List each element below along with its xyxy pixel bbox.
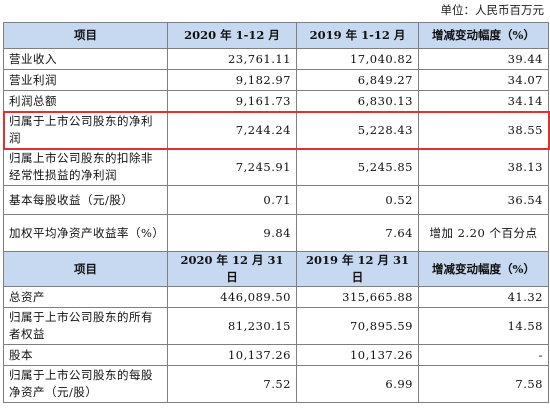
column-header-item: 项目 xyxy=(3,251,168,287)
row-label: 基本每股收益（元/股） xyxy=(3,185,168,215)
row-label: 加权平均净资产收益率（%） xyxy=(3,214,168,252)
value-2019: 6,849.27 xyxy=(296,69,419,91)
row-label: 归属上市公司股东的扣除非经常性损益的净利润 xyxy=(3,148,168,186)
financial-table: 项目 2020 年 1-12 月 2019 年 1-12 月 增减变动幅度（%）… xyxy=(3,22,549,403)
row-label: 利润总额 xyxy=(3,90,168,112)
column-header-2019: 2019 年 12 月 31 日 xyxy=(296,251,419,287)
value-2019: 5,245.85 xyxy=(296,148,419,186)
value-2019: 70,895.59 xyxy=(296,307,419,345)
table-row: 股本 10,137.26 10,137.26 - xyxy=(3,344,549,366)
value-2020: 7.52 xyxy=(167,365,297,403)
row-label: 归属于上市公司股东的净利润 xyxy=(3,111,168,149)
value-2020: 9.84 xyxy=(167,214,297,252)
table-row: 加权平均净资产收益率（%） 9.84 7.64 增加 2.20 个百分点 xyxy=(3,214,549,252)
column-header-item: 项目 xyxy=(3,22,168,49)
unit-label: 单位：人民币百万元 xyxy=(440,3,545,17)
value-change: 14.58 xyxy=(418,307,549,345)
value-2019: 10,137.26 xyxy=(296,344,419,366)
value-2019: 0.52 xyxy=(296,185,419,215)
value-change: - xyxy=(418,344,549,366)
table-row: 归属上市公司股东的扣除非经常性损益的净利润 7,245.91 5,245.85 … xyxy=(3,148,549,186)
table-row-highlighted: 归属于上市公司股东的净利润 7,244.24 5,228.43 38.55 xyxy=(3,111,549,149)
table-header-row: 项目 2020 年 1-12 月 2019 年 1-12 月 增减变动幅度（%） xyxy=(3,22,549,49)
value-change: 增加 2.20 个百分点 xyxy=(418,214,549,252)
column-header-change: 增减变动幅度（%） xyxy=(418,22,549,49)
column-header-change: 增减变动幅度（%） xyxy=(418,251,549,287)
value-2020: 9,182.97 xyxy=(167,69,297,91)
row-label: 归属于上市公司股东的每股净资产（元/股） xyxy=(3,365,168,403)
value-change: 34.14 xyxy=(418,90,549,112)
table-row: 营业收入 23,761.11 17,040.82 39.44 xyxy=(3,48,549,70)
table-row: 归属于上市公司股东的每股净资产（元/股） 7.52 6.99 7.58 xyxy=(3,365,549,403)
value-2020: 7,245.91 xyxy=(167,148,297,186)
table-row: 基本每股收益（元/股） 0.71 0.52 36.54 xyxy=(3,185,549,215)
value-2020: 9,161.73 xyxy=(167,90,297,112)
table-row: 营业利润 9,182.97 6,849.27 34.07 xyxy=(3,69,549,91)
value-change: 41.32 xyxy=(418,286,549,308)
value-change: 34.07 xyxy=(418,69,549,91)
value-2019: 6,830.13 xyxy=(296,90,419,112)
value-2019: 17,040.82 xyxy=(296,48,419,70)
table-row: 归属于上市公司股东的所有者权益 81,230.15 70,895.59 14.5… xyxy=(3,307,549,345)
row-label: 总资产 xyxy=(3,286,168,308)
value-2020: 10,137.26 xyxy=(167,344,297,366)
value-2020: 81,230.15 xyxy=(167,307,297,345)
value-2019: 5,228.43 xyxy=(296,111,419,149)
table-row: 总资产 446,089.50 315,665.88 41.32 xyxy=(3,286,549,308)
value-2020: 23,761.11 xyxy=(167,48,297,70)
column-header-2019: 2019 年 1-12 月 xyxy=(296,22,419,49)
value-2020: 446,089.50 xyxy=(167,286,297,308)
column-header-2020: 2020 年 1-12 月 xyxy=(167,22,297,49)
column-header-2020: 2020 年 12 月 31 日 xyxy=(167,251,297,287)
value-2020: 7,244.24 xyxy=(167,111,297,149)
table-header-row: 项目 2020 年 12 月 31 日 2019 年 12 月 31 日 增减变… xyxy=(3,251,549,287)
row-label: 归属于上市公司股东的所有者权益 xyxy=(3,307,168,345)
value-2019: 315,665.88 xyxy=(296,286,419,308)
value-2019: 6.99 xyxy=(296,365,419,403)
value-change: 7.58 xyxy=(418,365,549,403)
row-label: 营业收入 xyxy=(3,48,168,70)
value-2020: 0.71 xyxy=(167,185,297,215)
value-change: 39.44 xyxy=(418,48,549,70)
value-change: 38.13 xyxy=(418,148,549,186)
table-row: 利润总额 9,161.73 6,830.13 34.14 xyxy=(3,90,549,112)
value-change: 38.55 xyxy=(418,111,549,149)
value-change: 36.54 xyxy=(418,185,549,215)
row-label: 营业利润 xyxy=(3,69,168,91)
row-label: 股本 xyxy=(3,344,168,366)
value-2019: 7.64 xyxy=(296,214,419,252)
